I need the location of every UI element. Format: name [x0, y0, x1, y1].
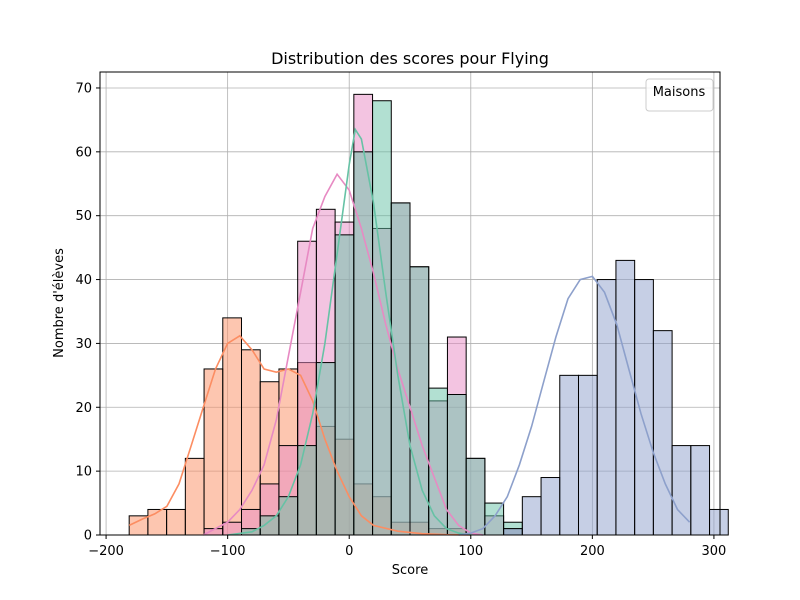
histogram-bar	[278, 496, 299, 536]
y-tick-label: 20	[75, 401, 92, 416]
kde-line	[458, 275, 691, 536]
axes: −200 −100 0 100 200 300 0 10 20 30 40 50 60 70	[75, 71, 727, 559]
histogram-bar	[184, 457, 205, 536]
y-tick-label: 60	[75, 145, 92, 160]
legend-title: Maisons	[653, 85, 706, 100]
plot-frame	[99, 71, 721, 536]
x-tick-label: 0	[345, 544, 353, 559]
histogram-bar	[353, 151, 374, 536]
kde-line	[128, 334, 471, 536]
histogram-bar	[577, 374, 598, 536]
histogram-bar	[634, 279, 654, 536]
y-tick-label: 40	[75, 273, 92, 288]
histogram-bar	[596, 279, 617, 536]
y-axis-label: Nombre d'élèves	[52, 248, 67, 358]
histogram-bar	[428, 387, 448, 536]
histogram-bar	[166, 508, 186, 536]
kde-line	[202, 172, 484, 536]
x-tick-label: −100	[210, 544, 246, 559]
density-curves	[128, 127, 691, 536]
chart-title: Distribution des scores pour Flying	[271, 49, 549, 68]
histogram-bar	[690, 445, 711, 536]
histogram-bar	[147, 508, 168, 536]
histogram-bar	[409, 266, 430, 536]
legend-frame	[645, 78, 714, 112]
x-tick-label: 200	[580, 544, 605, 559]
legend: Maisons	[645, 78, 714, 112]
histogram-bar	[540, 477, 561, 536]
histogram-bar	[315, 362, 336, 536]
x-tick-label: 100	[458, 544, 483, 559]
x-axis-label: Score	[392, 563, 428, 578]
histogram-bar	[652, 330, 673, 536]
x-tick-label: −200	[88, 544, 124, 559]
histogram-bar	[390, 202, 411, 536]
histogram-bar	[559, 374, 579, 536]
histogram-bar	[465, 457, 486, 536]
grid	[100, 72, 720, 536]
y-tick-label: 30	[75, 337, 92, 352]
y-tick-label: 10	[75, 465, 92, 480]
histogram-bar	[372, 100, 392, 536]
histogram-bar	[503, 528, 523, 536]
histogram-bar	[297, 445, 317, 536]
bars	[128, 93, 729, 536]
y-tick-label: 0	[84, 529, 92, 544]
x-tick-label: 300	[702, 544, 727, 559]
histogram-bar	[222, 317, 243, 536]
histogram-bar	[615, 259, 636, 536]
kde-line	[227, 127, 471, 536]
histogram-bar	[709, 508, 729, 536]
histogram-bar	[334, 234, 355, 536]
y-tick-label: 70	[75, 81, 92, 96]
histogram-bar	[241, 349, 261, 536]
y-tick-label: 50	[75, 209, 92, 224]
histogram-bar	[521, 496, 542, 536]
